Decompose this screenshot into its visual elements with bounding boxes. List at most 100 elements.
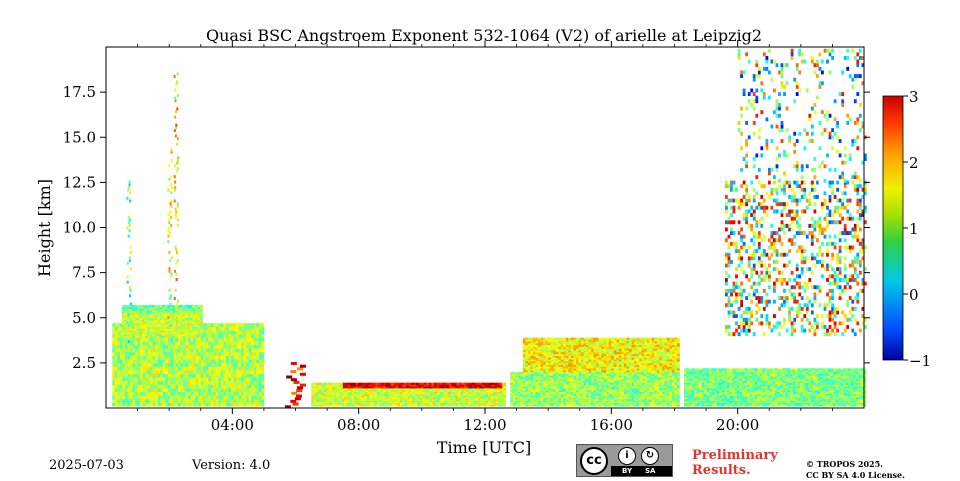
heat-cell — [114, 373, 118, 378]
heat-cell — [512, 371, 516, 374]
heat-cell — [517, 393, 521, 396]
heat-cell — [583, 402, 587, 405]
heat-cell — [134, 330, 138, 333]
heat-cell — [256, 341, 260, 346]
heat-cell — [364, 397, 368, 400]
heat-cell — [591, 371, 594, 374]
heat-cell — [649, 380, 652, 383]
heat-cell — [169, 314, 173, 317]
heat-cell — [550, 357, 554, 360]
heat-cell — [522, 391, 526, 394]
heat-cell — [578, 368, 582, 371]
heat-cell — [392, 404, 395, 407]
heat-cell — [608, 393, 612, 396]
heat-cell — [408, 384, 412, 387]
heat-cell — [491, 386, 495, 389]
heat-cell — [553, 355, 556, 358]
heat-cell — [167, 344, 171, 349]
heat-cell — [515, 386, 519, 389]
heat-cell — [530, 348, 534, 351]
heat-cell — [553, 339, 556, 342]
heat-cell — [215, 355, 219, 360]
heat-cell — [341, 404, 345, 407]
heat-cell — [558, 344, 562, 347]
heat-cell — [346, 391, 350, 394]
heat-cell — [233, 348, 237, 353]
heat-cell — [560, 402, 564, 405]
heat-cell — [223, 399, 227, 403]
heat-cell — [661, 404, 665, 407]
heat-cell — [251, 384, 255, 389]
heat-cell — [331, 404, 335, 407]
heat-cell — [533, 380, 536, 383]
heat-cell — [334, 382, 337, 385]
heat-cell — [624, 400, 627, 403]
heat-cell — [193, 391, 196, 396]
heat-cell — [180, 348, 184, 353]
heat-cell — [624, 380, 627, 383]
heat-cell — [173, 352, 176, 356]
heat-cell — [553, 384, 556, 387]
heat-cell — [651, 380, 655, 383]
heat-cell — [349, 399, 352, 402]
heat-cell — [349, 400, 352, 403]
heat-cell — [134, 325, 138, 328]
heat-cell — [419, 400, 423, 403]
heat-cell — [639, 375, 642, 378]
heat-cell — [162, 359, 166, 364]
heat-cell — [543, 346, 546, 349]
heat-cell — [197, 308, 201, 311]
heat-cell — [127, 359, 131, 364]
heat-cell — [167, 395, 171, 400]
heat-cell — [586, 393, 589, 396]
heat-cell — [578, 373, 582, 376]
heat-cell — [530, 344, 534, 347]
heat-cell — [641, 371, 645, 374]
heat-cell — [522, 355, 526, 358]
heat-cell — [565, 402, 569, 405]
heat-cell — [634, 397, 637, 400]
heat-cell — [258, 355, 262, 360]
heat-cell — [370, 388, 374, 391]
heat-cell — [112, 359, 116, 364]
heat-cell — [256, 355, 260, 360]
heat-cell — [543, 386, 546, 389]
heat-cell — [213, 384, 217, 389]
heat-cell — [130, 391, 133, 396]
heat-cell — [185, 366, 189, 371]
heat-cell — [621, 373, 625, 376]
heat-cell — [178, 337, 181, 342]
heat-cell — [140, 362, 143, 367]
heat-cell — [238, 355, 242, 360]
heat-cell — [578, 375, 582, 378]
heat-cell — [159, 332, 163, 335]
heat-cell — [528, 337, 531, 340]
heat-cell — [187, 314, 191, 317]
heat-cell — [203, 380, 207, 385]
heat-cell — [540, 366, 544, 369]
heat-cell — [345, 386, 349, 389]
heat-cell — [188, 377, 191, 382]
heat-cell — [200, 344, 204, 349]
heat-cell — [533, 355, 536, 358]
heat-cell — [603, 382, 607, 385]
heat-cell — [147, 308, 150, 311]
heat-cell — [641, 379, 645, 382]
heat-cell — [159, 306, 163, 309]
heat-cell — [178, 377, 181, 382]
heat-cell — [621, 393, 625, 396]
heat-cell — [616, 397, 620, 400]
heat-cell — [583, 389, 587, 392]
heat-cell — [548, 368, 551, 371]
heat-cell — [117, 334, 121, 338]
heat-cell — [122, 362, 126, 367]
heat-cell — [321, 382, 325, 385]
heat-cell — [236, 399, 239, 403]
heat-cell — [145, 341, 148, 346]
heat-cell — [522, 352, 526, 355]
heat-cell — [677, 388, 680, 391]
heat-cell — [528, 399, 531, 402]
heat-cell — [510, 391, 514, 394]
heat-cell — [545, 393, 549, 396]
heat-cell — [311, 404, 315, 407]
